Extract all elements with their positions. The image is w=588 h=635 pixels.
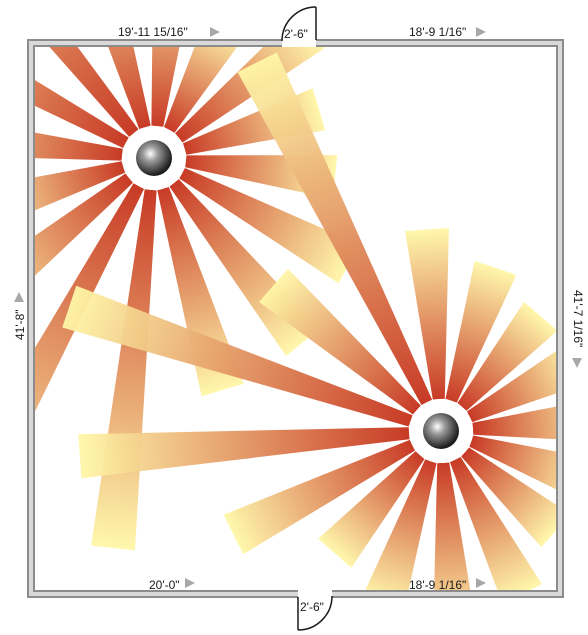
fan-blade [445, 260, 517, 403]
arrow-top-left-icon [210, 27, 220, 37]
fan-blade [108, 47, 151, 129]
fan-blade [35, 132, 123, 161]
dimension-top-right: 18'-9 1/16" [409, 25, 466, 39]
fan-blade [78, 427, 410, 479]
dimension-bottom-door: 2'-6" [300, 600, 324, 614]
fan-blade [175, 47, 325, 143]
fan-blade [472, 406, 556, 440]
inner-wall-top-right [316, 45, 558, 592]
fan-blade [405, 228, 449, 400]
walls [27, 39, 564, 598]
fan-blade [469, 435, 556, 490]
top-door-swing-arc [281, 6, 317, 42]
top-door[interactable] [281, 6, 317, 42]
fan-blade [35, 173, 133, 276]
fan-blade [461, 447, 556, 548]
fan-top-left [35, 47, 360, 551]
fan-blade [151, 47, 180, 127]
dimension-top-left: 19'-11 15/16" [118, 25, 188, 39]
inner-wall-top-left [33, 45, 298, 592]
arrow-bottom-right-icon [476, 578, 486, 588]
arrow-top-right-icon [476, 27, 486, 37]
fan-blade [179, 168, 360, 284]
arrow-right-icon [572, 358, 582, 368]
fan-blade [259, 268, 421, 415]
fan-blade [164, 47, 238, 133]
fan-blade [237, 52, 433, 405]
wall-fill [29, 41, 562, 596]
arrow-left-icon [14, 292, 24, 302]
fan-blade [35, 161, 125, 211]
fan-blade [449, 457, 542, 590]
outer-wall-top-left [27, 39, 298, 598]
fan-blade [49, 47, 139, 137]
fan-blade [457, 301, 556, 411]
fan-hub [423, 413, 459, 449]
fan-blade [223, 439, 415, 555]
fan-blade [434, 462, 471, 590]
fan-blade [35, 80, 129, 148]
fan-blade [318, 451, 425, 568]
fan-bottom-right [62, 52, 556, 590]
outer-wall-top-right [316, 39, 564, 598]
dimension-bottom-left: 20'-0" [149, 578, 180, 592]
dimension-right: 41'-7 1/16" [571, 290, 585, 347]
fan-blade [62, 285, 413, 427]
bottom-door-swing-arc [297, 595, 333, 631]
arrow-bottom-left-icon [185, 578, 195, 588]
fan-hub [136, 140, 172, 176]
dimension-top-door: 2'-6" [284, 27, 308, 41]
bottom-door[interactable] [297, 595, 333, 631]
fan-blade [365, 459, 437, 590]
dimension-bottom-right: 18'-9 1/16" [409, 578, 466, 592]
dimension-left: 41'-8" [13, 309, 27, 340]
fan-blade [467, 351, 556, 423]
